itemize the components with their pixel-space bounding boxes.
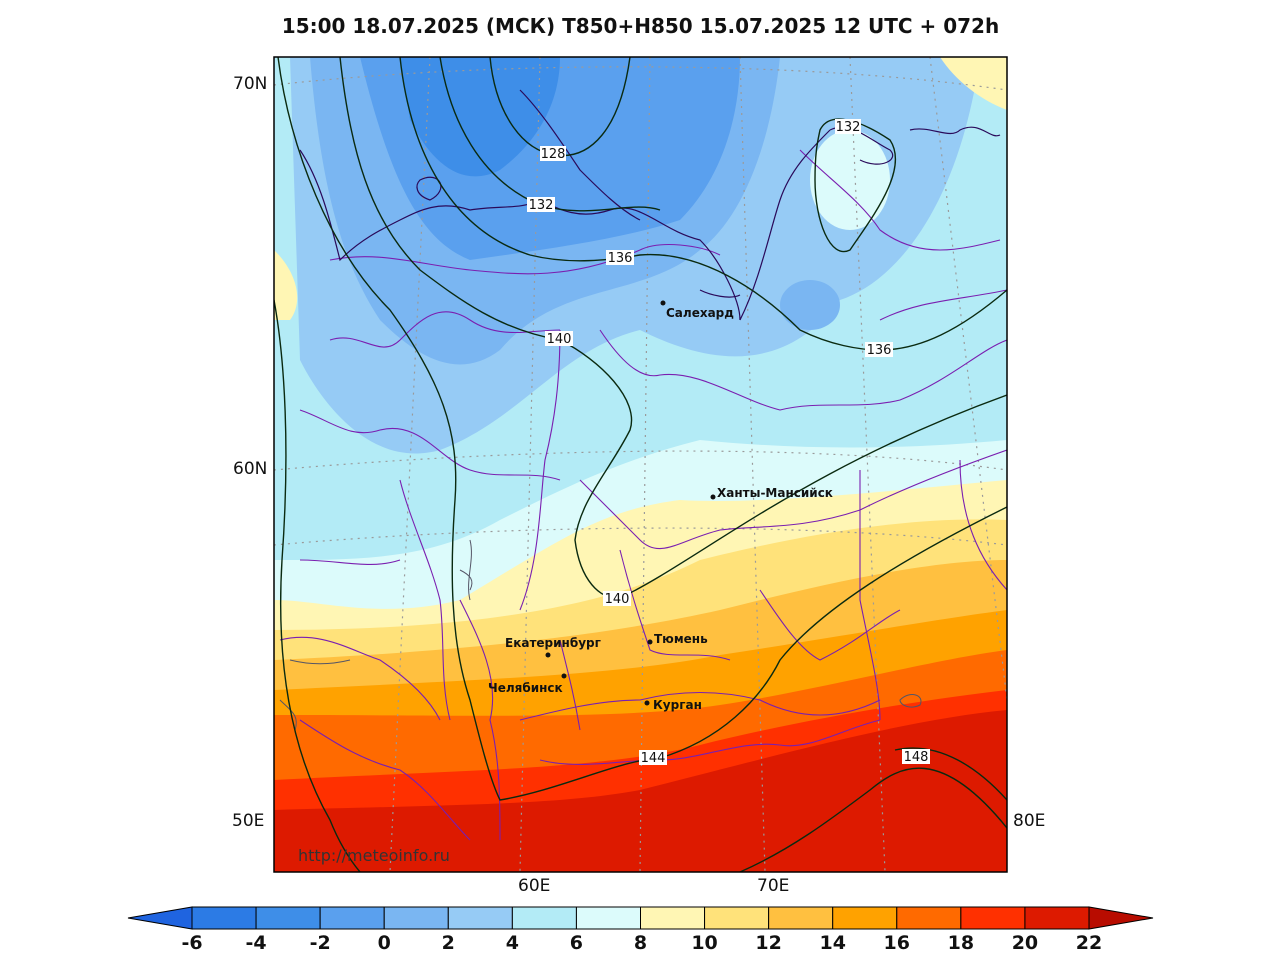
city-label-yekaterinburg: Екатеринбург bbox=[505, 636, 601, 650]
colorbar-segment bbox=[383, 906, 449, 930]
contour-label-136-east: 136 bbox=[867, 343, 892, 358]
contour-label-128: 128 bbox=[541, 147, 566, 162]
temperature-field bbox=[274, 57, 1007, 872]
colorbar-segment bbox=[319, 906, 385, 930]
colorbar-tick-label: 14 bbox=[819, 932, 846, 954]
colorbar-tick-label: -2 bbox=[309, 932, 331, 954]
lat-label-60n: 60N bbox=[233, 459, 268, 479]
city-label-khanty-mansiysk: Ханты-Мансийск bbox=[717, 486, 833, 500]
city-marker-kurgan bbox=[644, 700, 650, 706]
city-label-kurgan: Курган bbox=[653, 698, 702, 712]
lat-label-70n: 70N bbox=[233, 74, 268, 94]
colorbar-segment bbox=[1024, 906, 1090, 930]
colorbar-tick-label: 16 bbox=[883, 932, 910, 954]
city-label-salekhard: Салехард bbox=[666, 306, 734, 320]
region-borders bbox=[279, 149, 1007, 841]
coastlines bbox=[299, 89, 1001, 321]
city-marker-salekhard bbox=[660, 300, 666, 306]
colorbar bbox=[127, 906, 1154, 930]
colorbar-tick-label: 8 bbox=[633, 932, 648, 954]
contour-label-132-ne: 132 bbox=[836, 120, 861, 135]
colorbar-segment bbox=[832, 906, 898, 930]
colorbar-segment bbox=[704, 906, 770, 930]
colorbar-segment bbox=[768, 906, 834, 930]
city-label-chelyabinsk: Челябинск bbox=[488, 681, 563, 695]
colorbar-tick-label: 4 bbox=[505, 932, 519, 954]
contour-labels: 128 132 136 140 136 140 144 148 132 bbox=[527, 119, 930, 766]
geopotential-contours bbox=[274, 57, 1007, 872]
map-frame bbox=[273, 56, 1008, 873]
colorbar-tick-label: 20 bbox=[1011, 932, 1039, 954]
contour-label-148: 148 bbox=[904, 750, 929, 765]
colorbar-tick-label: 6 bbox=[569, 932, 584, 954]
colorbar-tick-label: 12 bbox=[755, 932, 782, 954]
colorbar-segment bbox=[575, 906, 642, 930]
city-marker-yekaterinburg bbox=[545, 652, 551, 658]
colorbar-over-triangle bbox=[1088, 906, 1154, 930]
colorbar-tick-label: 22 bbox=[1075, 932, 1103, 954]
map-title: 15:00 18.07.2025 (МСК) T850+H850 15.07.2… bbox=[281, 14, 1000, 38]
colorbar-segment bbox=[511, 906, 577, 930]
contour-label-140-south: 140 bbox=[605, 592, 630, 607]
colorbar-segment bbox=[896, 906, 962, 930]
lon-label-70e: 70E bbox=[757, 876, 790, 896]
colorbar-tick-label: 0 bbox=[377, 932, 391, 954]
colorbar-segment bbox=[191, 906, 257, 930]
colorbar-segment bbox=[960, 906, 1026, 930]
city-marker-chelyabinsk bbox=[561, 673, 567, 679]
city-label-tyumen: Тюмень bbox=[654, 632, 708, 646]
contour-label-132: 132 bbox=[529, 198, 554, 213]
colorbar-segment bbox=[447, 906, 513, 930]
city-marker-tyumen bbox=[647, 639, 653, 645]
contour-label-136: 136 bbox=[608, 251, 633, 266]
colorbar-tick-label: 18 bbox=[947, 932, 975, 954]
colorbar-tick-label: -6 bbox=[181, 932, 203, 954]
lon-label-60e: 60E bbox=[518, 876, 551, 896]
colorbar-segment bbox=[255, 906, 321, 930]
colorbar-under-triangle bbox=[127, 906, 193, 930]
city-marker-khanty-mansiysk bbox=[710, 494, 716, 500]
contour-label-140: 140 bbox=[547, 332, 572, 347]
lon-label-80e: 80E bbox=[1013, 811, 1046, 831]
lon-label-50e: 50E bbox=[232, 811, 265, 831]
watermark-url: http://meteoinfo.ru bbox=[298, 846, 450, 865]
colorbar-tick-label: 2 bbox=[441, 932, 455, 954]
graticule bbox=[274, 57, 1007, 872]
colorbar-tick-label: 10 bbox=[691, 932, 718, 954]
colorbar-segment bbox=[640, 906, 706, 930]
lakes bbox=[279, 539, 922, 731]
colorbar-tick-label: -4 bbox=[245, 932, 267, 954]
contour-label-144: 144 bbox=[641, 751, 666, 766]
cities: Салехард Ханты-Мансийск Екатеринбург Тюм… bbox=[488, 300, 833, 712]
